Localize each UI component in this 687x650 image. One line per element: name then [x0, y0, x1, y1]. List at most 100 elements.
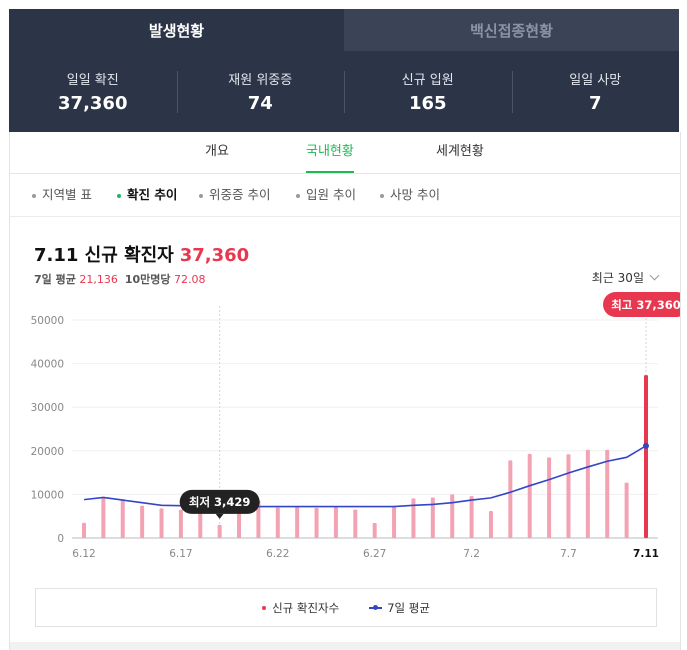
sub-tabs: 개요 국내현황 세계현황: [10, 132, 680, 174]
bullet-icon: [296, 193, 300, 198]
y-tick-label: 30000: [31, 402, 64, 414]
y-tick-label: 50000: [31, 315, 64, 327]
bar: [140, 505, 145, 538]
legend-item-7day-avg: 7일 평균: [369, 600, 430, 616]
bar: [120, 499, 125, 538]
stat-value: 7: [588, 93, 602, 114]
bar: [547, 457, 552, 538]
chip-label: 확진 추이: [127, 187, 178, 202]
bar: [488, 510, 493, 538]
x-tick-label: 6.12: [72, 548, 95, 560]
x-tick-label: 6.17: [169, 548, 192, 560]
bar: [82, 522, 86, 538]
bar: [275, 507, 280, 538]
dot-icon: [262, 606, 267, 610]
bar: [217, 524, 222, 538]
stat-label: 일일 사망: [569, 73, 622, 88]
tab-overview[interactable]: 개요: [205, 144, 229, 159]
bar: [295, 506, 300, 538]
bar: [333, 506, 338, 538]
headline-value: 37,360: [179, 245, 250, 266]
bar: [198, 512, 203, 538]
stat-label: 재원 위중증: [228, 73, 293, 88]
x-tick-label: 7.2: [463, 548, 480, 560]
y-tick-label: 20000: [31, 446, 64, 458]
bar: [314, 507, 319, 538]
stat-label: 일일 확진: [66, 73, 119, 88]
avg-point: [643, 442, 649, 449]
tab-vaccination-status[interactable]: 백신접종현황: [344, 9, 679, 51]
avg-value: 21,136: [79, 273, 118, 286]
stat-value: 74: [247, 93, 273, 114]
stat-new-admissions: 신규 입원 165: [344, 51, 512, 132]
bar: [644, 375, 648, 538]
stat-value: 165: [408, 93, 447, 114]
chip-label: 사망 추이: [390, 187, 440, 202]
stat-label: 신규 입원: [401, 73, 454, 88]
chart-legend: 신규 확진자수 7일 평균: [35, 588, 657, 627]
bar: [256, 500, 261, 538]
status-header: 발생현황 백신접종현황 일일 확진 37,360 재원 위중증 74 신규 입원…: [9, 9, 679, 132]
chip-death-trend[interactable]: 사망 추이: [380, 174, 440, 216]
bar: [430, 497, 435, 538]
section-divider: [10, 642, 680, 650]
chip-regional-table[interactable]: 지역별 표: [32, 174, 92, 216]
line-marker-icon: [369, 605, 383, 610]
summary-stats: 일일 확진 37,360 재원 위중증 74 신규 입원 165 일일 사망 7: [9, 51, 679, 132]
bar: [353, 509, 358, 538]
max-badge: [603, 292, 680, 317]
min-badge-pointer: [215, 513, 224, 519]
chip-confirmed-trend[interactable]: 확진 추이: [117, 174, 177, 216]
bar: [392, 505, 397, 538]
avg-line: [83, 445, 647, 508]
bar: [450, 494, 455, 538]
stat-daily-confirmed: 일일 확진 37,360: [9, 51, 177, 132]
x-tick-label: 6.22: [266, 548, 289, 560]
bar: [605, 449, 610, 538]
chip-label: 위중증 추이: [209, 187, 271, 202]
chip-label: 지역별 표: [42, 187, 92, 202]
bar: [178, 509, 183, 538]
y-tick-label: 10000: [31, 489, 64, 501]
legend-item-confirmed: 신규 확진자수: [262, 600, 339, 616]
avg-label: 7일 평균: [34, 273, 76, 286]
tab-world[interactable]: 세계현황: [436, 144, 484, 159]
bar: [566, 454, 571, 538]
bar: [101, 497, 106, 538]
max-label: 최고 37,360: [611, 298, 680, 312]
domestic-status-card: 개요 국내현황 세계현황 지역별 표 확진 추이 위중증 추이 입원 추이 사망…: [9, 132, 681, 650]
chip-critical-trend[interactable]: 위중증 추이: [199, 174, 270, 216]
tab-domestic[interactable]: 국내현황: [306, 132, 354, 173]
confirmed-trend-chart: 0 10000 20000 30000 40000 50000 6.12 6.17 6.22 6.…: [31, 292, 680, 560]
y-tick-label: 0: [57, 533, 64, 545]
bullet-icon: [199, 193, 203, 198]
bar: [624, 482, 629, 538]
bar: [585, 449, 590, 538]
bullet-icon: [380, 193, 384, 198]
per-100k-label: 10만명당: [124, 273, 171, 286]
per-100k-value: 72.08: [174, 273, 206, 286]
bar: [159, 508, 164, 538]
bar: [469, 496, 474, 538]
legend-label: 7일 평균: [387, 600, 430, 615]
chip-admission-trend[interactable]: 입원 추이: [296, 174, 356, 216]
x-tick-label: 7.11: [633, 548, 659, 560]
tab-outbreak-status[interactable]: 발생현황: [9, 9, 344, 51]
stat-daily-deaths: 일일 사망 7: [511, 51, 680, 132]
min-label: 최저 3,429: [189, 495, 251, 509]
y-tick-label: 40000: [31, 359, 64, 371]
headline-title: 7.11 신규 확진자: [34, 245, 174, 266]
stat-critical: 재원 위중증 74: [176, 51, 345, 132]
bar: [372, 523, 377, 538]
x-tick-label: 6.27: [363, 548, 386, 560]
bullet-icon: [32, 193, 36, 198]
chip-label: 입원 추이: [306, 187, 356, 202]
legend-label: 신규 확진자수: [272, 600, 340, 615]
stat-value: 37,360: [58, 93, 128, 114]
range-label: 최근 30일: [591, 271, 644, 285]
bar: [411, 498, 416, 538]
range-dropdown[interactable]: 최근 30일: [591, 269, 660, 286]
bar: [508, 460, 513, 538]
bullet-icon: [117, 193, 121, 198]
bar: [527, 453, 532, 538]
